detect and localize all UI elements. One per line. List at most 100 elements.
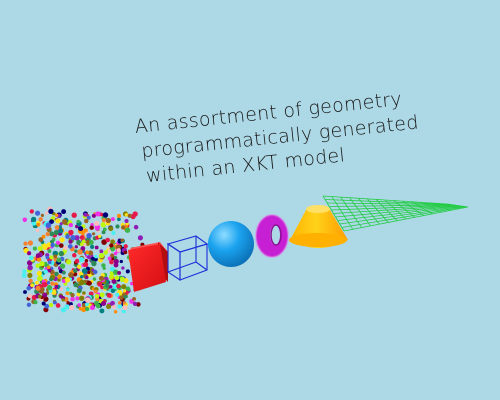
- point: [86, 239, 90, 244]
- point: [48, 302, 54, 308]
- point: [66, 288, 70, 292]
- point: [23, 241, 28, 246]
- point: [45, 231, 50, 237]
- point: [35, 285, 41, 291]
- point: [99, 308, 105, 314]
- point: [91, 232, 96, 236]
- point: [116, 248, 121, 253]
- point: [90, 256, 95, 261]
- point: [52, 289, 56, 293]
- cylinder[interactable]: [289, 205, 348, 248]
- point: [125, 269, 130, 274]
- point: [71, 212, 77, 218]
- point: [36, 257, 42, 262]
- point: [70, 292, 75, 298]
- point: [42, 292, 48, 298]
- point: [84, 302, 89, 307]
- point: [35, 280, 39, 285]
- point: [65, 291, 70, 295]
- sphere[interactable]: [208, 221, 254, 267]
- point: [76, 292, 81, 297]
- point: [91, 260, 97, 267]
- point: [109, 259, 114, 265]
- point: [50, 281, 55, 286]
- point: [30, 283, 34, 288]
- point: [57, 274, 62, 279]
- point: [74, 258, 80, 264]
- point: [57, 278, 61, 282]
- point: [83, 279, 88, 284]
- point: [125, 286, 131, 292]
- point: [99, 249, 104, 254]
- point: [44, 303, 50, 309]
- point: [66, 301, 70, 305]
- point: [53, 229, 59, 236]
- point: [106, 293, 112, 298]
- point: [123, 244, 128, 249]
- grid-plane[interactable]: [322, 195, 469, 232]
- point: [76, 264, 82, 269]
- point: [23, 247, 29, 254]
- wireframe-box[interactable]: [166, 235, 209, 282]
- point: [107, 249, 112, 253]
- point: [41, 281, 48, 288]
- red-box[interactable]: [128, 242, 168, 292]
- point: [124, 218, 129, 224]
- point: [86, 215, 91, 220]
- point: [100, 300, 107, 307]
- point: [88, 240, 94, 245]
- point: [108, 285, 113, 289]
- point: [105, 217, 112, 224]
- point: [113, 269, 119, 275]
- point: [78, 271, 84, 277]
- point: [22, 269, 27, 274]
- point: [49, 231, 55, 237]
- point: [119, 276, 125, 282]
- point: [30, 216, 37, 223]
- point: [123, 289, 127, 293]
- point: [54, 213, 59, 217]
- point: [95, 303, 101, 309]
- point: [109, 243, 114, 248]
- point: [40, 213, 45, 217]
- point: [93, 269, 98, 275]
- point: [121, 225, 126, 230]
- point: [72, 253, 77, 258]
- point: [113, 310, 118, 314]
- point: [35, 263, 40, 268]
- point: [43, 261, 48, 266]
- point: [76, 239, 82, 245]
- point: [52, 250, 59, 257]
- point: [46, 265, 51, 269]
- point: [110, 253, 115, 258]
- point: [130, 281, 134, 286]
- point: [39, 261, 45, 267]
- point: [54, 271, 59, 277]
- point: [132, 297, 136, 301]
- point: [100, 222, 106, 228]
- point: [115, 292, 120, 297]
- point: [77, 249, 83, 255]
- point: [73, 268, 78, 273]
- point-cloud[interactable]: [21, 206, 146, 314]
- point: [124, 294, 128, 299]
- point: [29, 209, 34, 214]
- point: [117, 213, 121, 218]
- point: [119, 295, 124, 300]
- point: [67, 244, 73, 249]
- point: [115, 224, 120, 229]
- point: [33, 300, 38, 305]
- point: [50, 242, 55, 248]
- point: [47, 268, 52, 273]
- torus[interactable]: [255, 214, 289, 258]
- point: [26, 286, 31, 291]
- point: [103, 250, 109, 255]
- point: [97, 281, 103, 287]
- point: [61, 209, 67, 215]
- point: [76, 288, 82, 294]
- point: [62, 218, 68, 225]
- point: [120, 238, 125, 243]
- point: [87, 280, 92, 286]
